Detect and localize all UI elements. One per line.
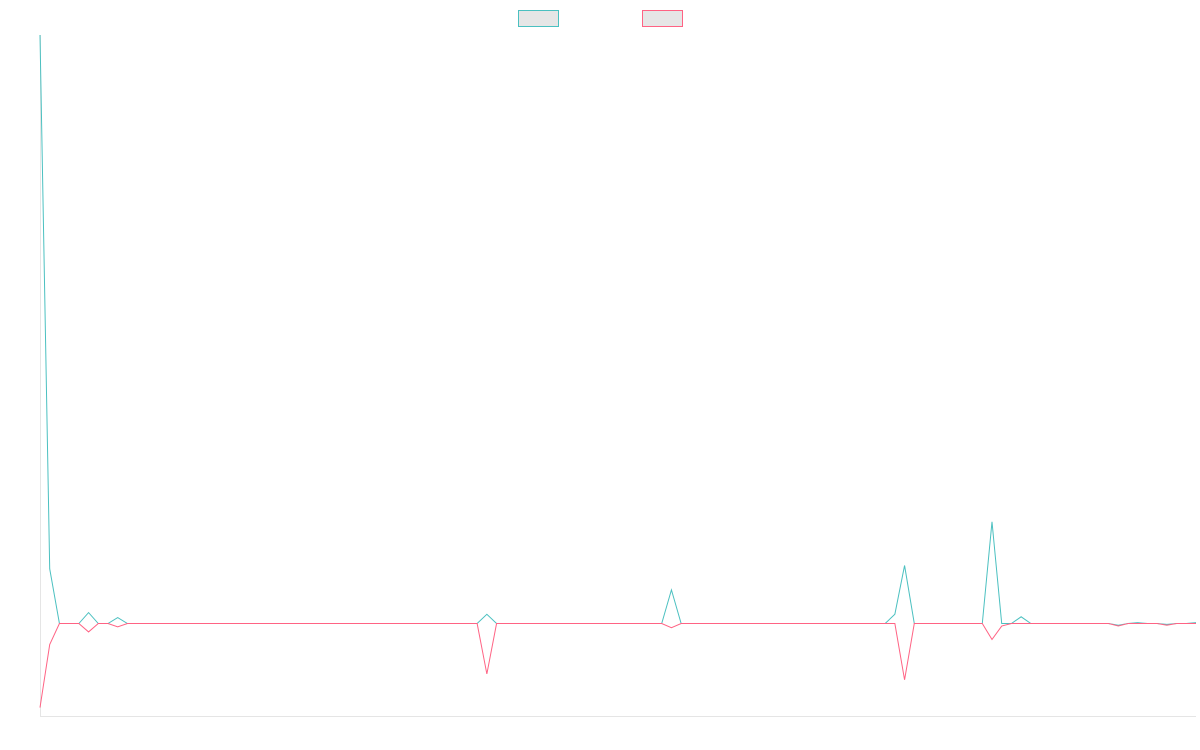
series-line-1 (39, 34, 1197, 626)
series-group (39, 34, 1197, 708)
series-line-2 (39, 623, 1196, 708)
legend-swatch-1[interactable] (518, 10, 559, 27)
legend-swatch-2[interactable] (642, 10, 683, 27)
legend (518, 10, 683, 27)
